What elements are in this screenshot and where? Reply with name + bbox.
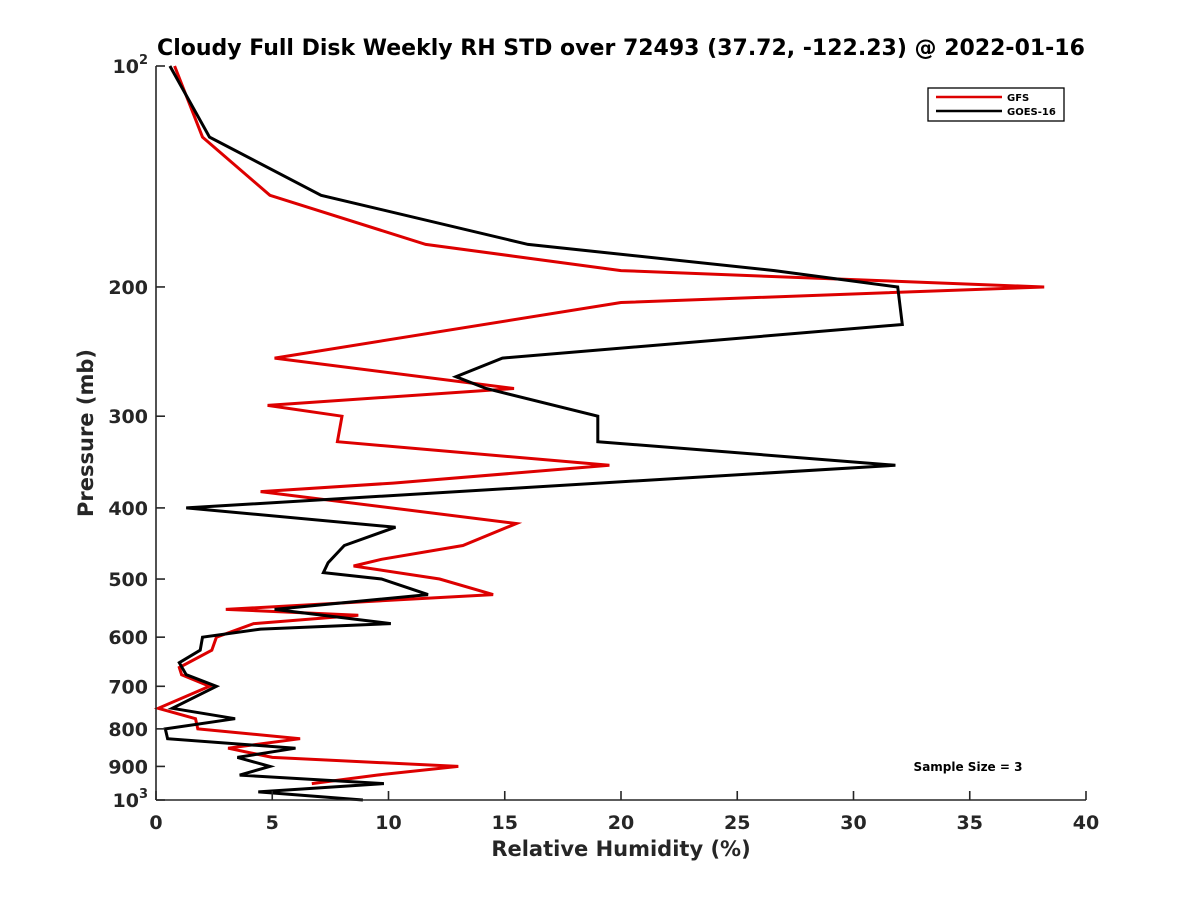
x-tick-label: 40 <box>1073 812 1099 834</box>
x-axis-label: Relative Humidity (%) <box>491 837 750 861</box>
y-axis-label: Pressure (mb) <box>74 349 98 517</box>
chart-title: Cloudy Full Disk Weekly RH STD over 7249… <box>157 36 1085 61</box>
legend-label-goes16: GOES-16 <box>1007 107 1056 118</box>
x-tick-label: 25 <box>724 812 750 834</box>
x-tick-label: 15 <box>492 812 518 834</box>
x-ticks: 0 5 10 15 20 25 30 35 40 <box>149 791 1099 834</box>
x-tick-label: 30 <box>840 812 866 834</box>
series-layer <box>153 65 1045 802</box>
y-tick-label: 900 <box>108 756 148 778</box>
legend: GFS GOES-16 <box>927 87 1065 122</box>
y-tick-label: 103 <box>113 787 149 812</box>
y-tick-label: 300 <box>108 406 148 428</box>
y-tick-label: 500 <box>108 569 148 591</box>
sample-size-annotation: Sample Size = 3 <box>914 760 1023 774</box>
y-tick-label: 700 <box>108 676 148 698</box>
series-line-goes16 <box>163 65 904 802</box>
x-tick-label: 35 <box>957 812 983 834</box>
y-tick-label: 800 <box>108 719 148 741</box>
y-ticks: 102 200 300 400 500 600 700 800 900 103 <box>108 53 165 812</box>
plot-area <box>156 66 1086 800</box>
x-tick-label: 20 <box>608 812 634 834</box>
y-tick-label: 200 <box>108 277 148 299</box>
x-tick-label: 0 <box>149 812 162 834</box>
y-tick-label: 400 <box>108 498 148 520</box>
x-tick-label: 10 <box>375 812 401 834</box>
y-tick-label: 600 <box>108 627 148 649</box>
y-tick-label: 102 <box>113 53 149 78</box>
legend-label-gfs: GFS <box>1007 93 1029 104</box>
legend-box <box>927 87 1065 122</box>
series-line-gfs <box>153 65 1045 786</box>
x-tick-label: 5 <box>266 812 279 834</box>
